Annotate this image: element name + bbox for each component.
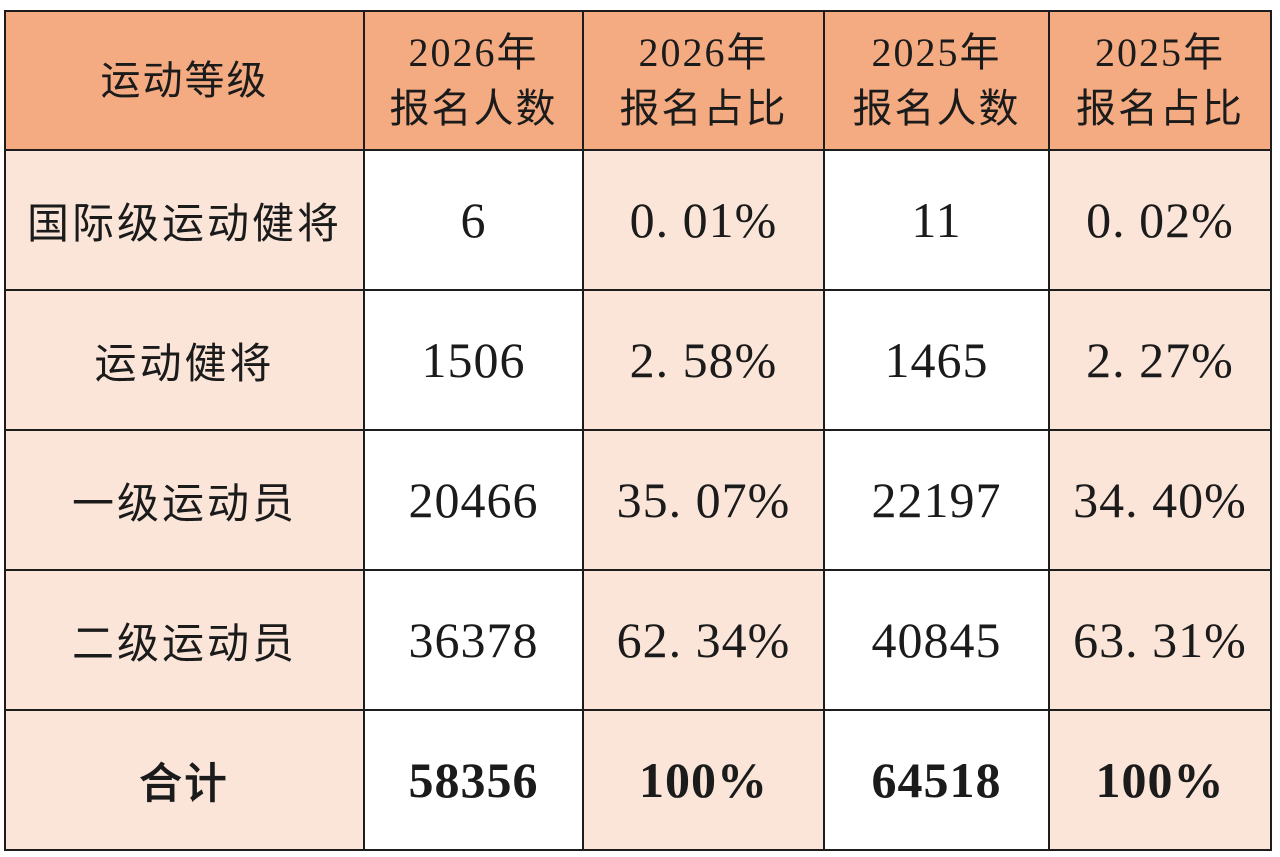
header-2025-share: 2025年 报名占比: [1048, 10, 1272, 151]
cell-level: 合计: [4, 709, 365, 851]
cell-2026-share: 100%: [582, 709, 825, 851]
header-line: 报名人数: [852, 85, 1021, 131]
header-line: 2026年: [638, 30, 769, 76]
cell-2025-count: 40845: [823, 569, 1050, 711]
header-2025-count: 2025年 报名人数: [823, 10, 1050, 151]
cell-2025-share: 63. 31%: [1048, 569, 1272, 711]
cell-2026-count: 6: [363, 149, 584, 291]
cell-2025-count: 22197: [823, 429, 1050, 571]
cell-2026-count: 1506: [363, 289, 584, 431]
header-line: 报名占比: [619, 85, 788, 131]
cell-2025-share: 34. 40%: [1048, 429, 1272, 571]
cell-2025-count: 1465: [823, 289, 1050, 431]
cell-2025-count: 11: [823, 149, 1050, 291]
header-line: 报名占比: [1076, 85, 1244, 131]
table-row-master: 运动健将 1506 2. 58% 1465 2. 27%: [4, 289, 1272, 431]
cell-2025-share: 0. 02%: [1048, 149, 1272, 291]
table-header-row: 运动等级 2026年 报名人数 2026年 报名占比 2025年 报名人数 20…: [4, 10, 1272, 151]
header-line: 2026年: [408, 30, 539, 76]
cell-level: 国际级运动健将: [4, 149, 365, 291]
cell-level: 二级运动员: [4, 569, 365, 711]
cell-level: 一级运动员: [4, 429, 365, 571]
cell-2025-count: 64518: [823, 709, 1050, 851]
header-line: 2025年: [871, 30, 1002, 76]
header-line: 2025年: [1095, 30, 1225, 76]
cell-2026-count: 20466: [363, 429, 584, 571]
cell-level: 运动健将: [4, 289, 365, 431]
header-line: 运动等级: [100, 57, 269, 103]
cell-2026-count: 58356: [363, 709, 584, 851]
cell-2026-share: 62. 34%: [582, 569, 825, 711]
cell-2026-count: 36378: [363, 569, 584, 711]
cell-2025-share: 100%: [1048, 709, 1272, 851]
table-row-level-1: 一级运动员 20466 35. 07% 22197 34. 40%: [4, 429, 1272, 571]
table-row-total: 合计 58356 100% 64518 100%: [4, 709, 1272, 851]
header-2026-count: 2026年 报名人数: [363, 10, 584, 151]
cell-2025-share: 2. 27%: [1048, 289, 1272, 431]
table-row-international-master: 国际级运动健将 6 0. 01% 11 0. 02%: [4, 149, 1272, 291]
header-sport-level: 运动等级: [4, 10, 365, 151]
cell-2026-share: 35. 07%: [582, 429, 825, 571]
registration-table: 运动等级 2026年 报名人数 2026年 报名占比 2025年 报名人数 20…: [4, 10, 1272, 851]
header-2026-share: 2026年 报名占比: [582, 10, 825, 151]
table-row-level-2: 二级运动员 36378 62. 34% 40845 63. 31%: [4, 569, 1272, 711]
cell-2026-share: 0. 01%: [582, 149, 825, 291]
header-line: 报名人数: [389, 85, 558, 131]
cell-2026-share: 2. 58%: [582, 289, 825, 431]
